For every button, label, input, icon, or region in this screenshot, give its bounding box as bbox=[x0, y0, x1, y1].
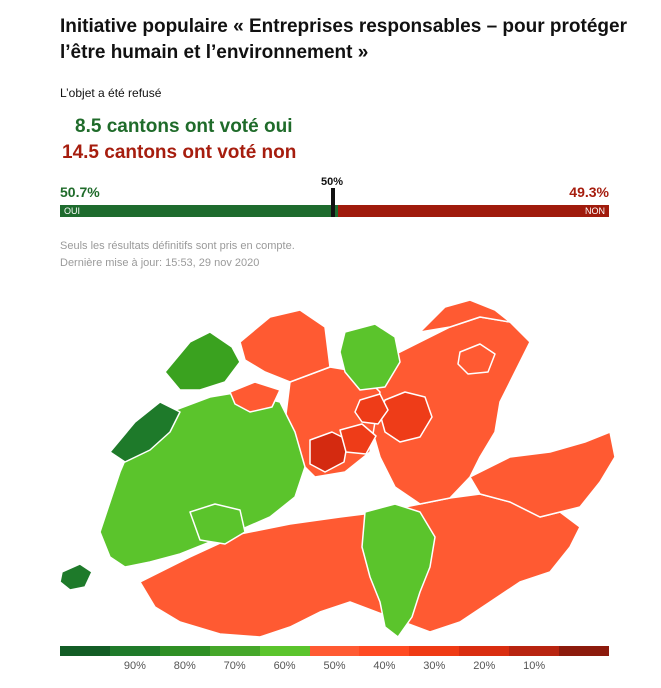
legend-tick-label: 80% bbox=[173, 660, 196, 672]
canton-northeast[interactable] bbox=[419, 299, 511, 333]
result-bar: OUI NON bbox=[60, 188, 609, 217]
canton-geneva[interactable] bbox=[59, 563, 93, 591]
result-status: L’objet a été refusé bbox=[60, 86, 162, 100]
canton-nidwalden-obwalden[interactable] bbox=[309, 431, 349, 473]
color-scale-ticks: 90% 80% 70% 60% 50% 40% 30% 20% 10% bbox=[60, 660, 609, 676]
results-note: Seuls les résultats définitifs sont pris… bbox=[60, 238, 295, 272]
midpoint-label: 50% bbox=[321, 176, 344, 188]
no-percentage: 49.3% bbox=[569, 184, 609, 200]
legend-tick-label: 50% bbox=[323, 660, 346, 672]
yes-percentage: 50.7% bbox=[60, 184, 100, 200]
results-note-line1: Seuls les résultats définitifs sont pris… bbox=[60, 240, 295, 252]
legend-tick-label: 40% bbox=[373, 660, 396, 672]
legend-swatch bbox=[309, 646, 360, 656]
canton-solothurn[interactable] bbox=[229, 381, 281, 413]
legend-swatch bbox=[559, 646, 609, 656]
legend-tick-label: 60% bbox=[273, 660, 296, 672]
canton-wallis-rest[interactable] bbox=[189, 503, 246, 545]
canton-uri-area[interactable] bbox=[339, 423, 377, 455]
legend-swatch bbox=[60, 646, 110, 656]
legend-tick-label: 30% bbox=[423, 660, 446, 672]
canton-ticino-graubunden-south[interactable] bbox=[139, 493, 581, 638]
cantons-yes-count: 8.5 cantons ont voté oui bbox=[75, 116, 293, 137]
legend-tick-label: 20% bbox=[473, 660, 496, 672]
result-bar-no-label: NON bbox=[585, 206, 605, 216]
legend-swatch bbox=[109, 646, 160, 656]
legend-swatch bbox=[509, 646, 560, 656]
legend-swatch bbox=[259, 646, 310, 656]
canton-neuchatel[interactable] bbox=[109, 401, 181, 463]
legend-swatch bbox=[459, 646, 510, 656]
page-title: Initiative populaire « Entreprises respo… bbox=[60, 16, 627, 63]
canton-jura[interactable] bbox=[164, 331, 241, 391]
midpoint-marker bbox=[331, 188, 335, 217]
results-update-time: Dernière mise à jour: 15:53, 29 nov 2020 bbox=[60, 257, 260, 269]
canton-zurich[interactable] bbox=[339, 323, 401, 391]
legend-tick-label: 90% bbox=[123, 660, 146, 672]
legend-tick-label: 70% bbox=[223, 660, 246, 672]
cantons-no-count: 14.5 cantons ont voté non bbox=[62, 142, 297, 163]
canton-zug[interactable] bbox=[354, 393, 389, 425]
legend-swatch bbox=[159, 646, 210, 656]
switzerland-canton-map bbox=[59, 299, 616, 638]
legend-swatch bbox=[359, 646, 410, 656]
canton-graubunden[interactable] bbox=[469, 431, 616, 518]
color-scale-legend bbox=[60, 646, 609, 656]
result-bar-no: NON bbox=[338, 205, 609, 217]
legend-swatch bbox=[209, 646, 260, 656]
legend-tick-label: 10% bbox=[523, 660, 546, 672]
canton-appenzell[interactable] bbox=[457, 343, 496, 375]
canton-northwest[interactable] bbox=[239, 309, 331, 383]
result-bar-yes-label: OUI bbox=[64, 206, 81, 216]
legend-swatch bbox=[409, 646, 460, 656]
result-bar-yes: OUI bbox=[60, 205, 338, 217]
canton-ticino[interactable] bbox=[361, 503, 436, 638]
